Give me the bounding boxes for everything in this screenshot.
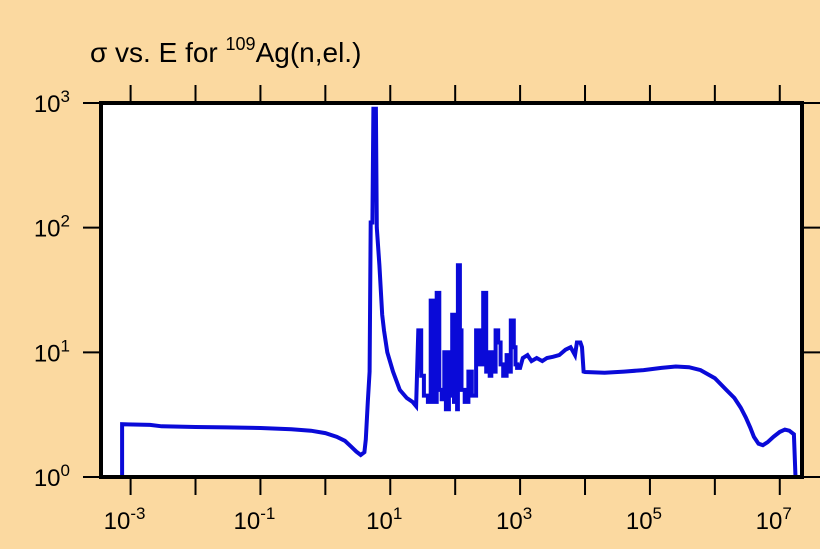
y-tick-label: 103: [34, 87, 70, 118]
y-tick-label: 100: [34, 461, 70, 492]
plot-frame: [99, 101, 804, 479]
y-tick-label: 102: [34, 212, 70, 243]
x-tick-label: 101: [366, 504, 402, 535]
x-tick-labels: 10-3 10-1 101 103 105 107: [104, 504, 792, 535]
x-tick-label: 10-3: [104, 504, 146, 535]
cross-section-series-line: [120, 106, 798, 478]
x-tick-label: 10-1: [234, 504, 276, 535]
y-tick-labels: 100 101 102 103: [34, 87, 70, 492]
x-tick-label: 105: [626, 504, 662, 535]
x-tick-label: 107: [756, 504, 792, 535]
chart-title: σ vs. E for 109Ag(n,el.): [90, 34, 361, 68]
tick-marks: [83, 85, 820, 495]
y-tick-label: 101: [34, 336, 70, 367]
x-tick-label: 103: [496, 504, 532, 535]
plot-area: [101, 103, 802, 477]
